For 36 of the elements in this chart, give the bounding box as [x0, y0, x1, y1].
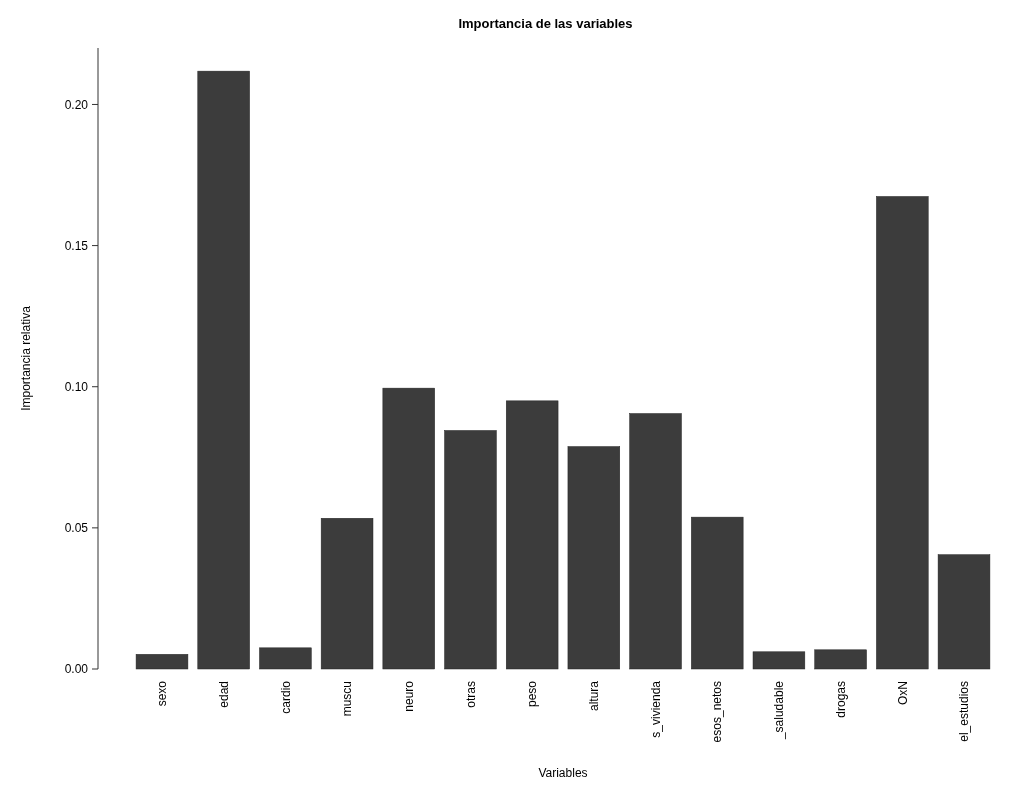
bar [197, 70, 250, 670]
chart-title: Importancia de las variables [458, 16, 633, 31]
x-tick-label: edad [216, 681, 231, 708]
y-tick-label: 0.15 [64, 238, 89, 253]
x-axis-title: Variables [538, 766, 588, 780]
x-tick-label: neuro [401, 680, 416, 712]
bar [691, 516, 744, 670]
bar [567, 446, 621, 670]
bar [752, 651, 806, 670]
bar [814, 649, 867, 670]
y-tick-label: 0.10 [64, 379, 89, 394]
bar [629, 413, 682, 670]
bar [444, 430, 497, 670]
x-tick-label: sexo [155, 680, 170, 707]
bar [505, 400, 559, 670]
x-tick-label: OxN [895, 681, 910, 705]
x-tick-label: _saludable [772, 680, 787, 741]
y-tick-label: 0.20 [64, 97, 89, 112]
x-tick-label: muscu [340, 681, 355, 717]
bar [382, 387, 435, 670]
x-tick-label: cardio [278, 680, 293, 714]
x-tick-label: el_estudios [957, 681, 972, 742]
bar [135, 654, 189, 670]
y-tick-label: 0.05 [64, 521, 89, 536]
bar [876, 196, 929, 670]
bar [937, 554, 991, 670]
x-tick-label: drogas [833, 681, 848, 718]
x-tick-label: peso [525, 680, 540, 708]
y-axis-title: Importancia relativa [19, 305, 33, 411]
x-tick-label: s_vivienda [648, 680, 663, 738]
bar [259, 647, 312, 670]
x-tick-label: otras [463, 681, 478, 708]
y-tick-label: 0.00 [64, 662, 89, 677]
x-tick-label: esos_netos [710, 681, 725, 743]
x-tick-label: altura [587, 680, 602, 712]
bar [320, 518, 374, 670]
